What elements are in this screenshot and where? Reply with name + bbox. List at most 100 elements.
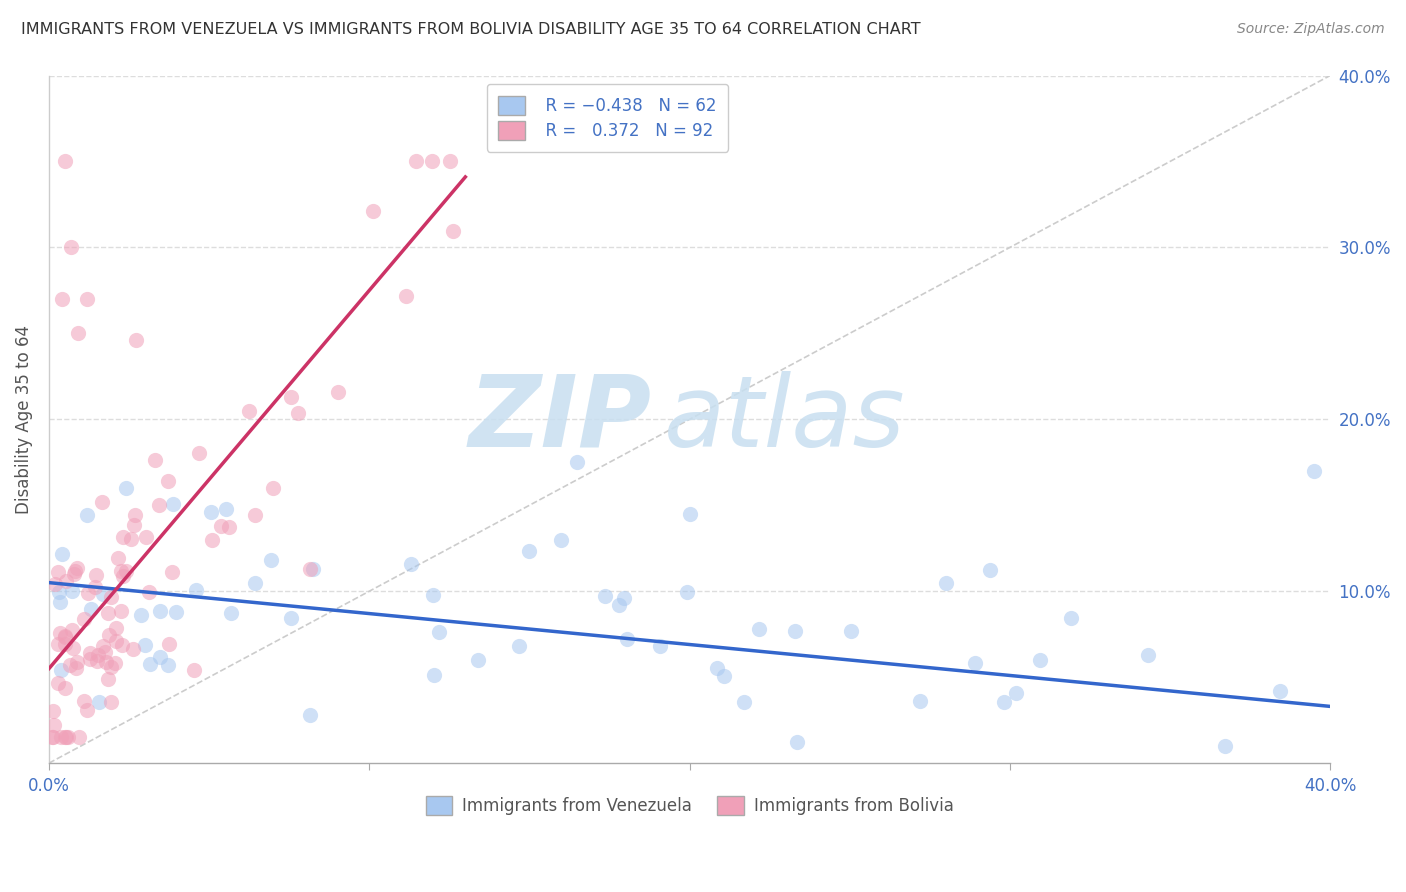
Point — [218, 520, 240, 534]
Point — [143, 452, 166, 467]
Point — [287, 406, 309, 420]
Point — [676, 585, 699, 599]
Point — [46, 637, 69, 651]
Point — [97, 628, 120, 642]
Point — [935, 576, 957, 591]
Point — [298, 562, 321, 576]
Point — [48, 584, 70, 599]
Point — [86, 654, 108, 668]
Point — [149, 649, 172, 664]
Point — [363, 204, 385, 219]
Point — [748, 622, 770, 636]
Point — [405, 154, 427, 169]
Point — [100, 695, 122, 709]
Point — [260, 553, 283, 567]
Point — [62, 641, 84, 656]
Point — [53, 630, 76, 644]
Point — [138, 585, 160, 599]
Point — [41, 731, 63, 745]
Point — [209, 519, 232, 533]
Point — [441, 224, 464, 238]
Point — [91, 495, 114, 509]
Point — [91, 639, 114, 653]
Point — [66, 326, 89, 341]
Point — [66, 655, 89, 669]
Point — [62, 566, 84, 581]
Point — [678, 507, 700, 521]
Point — [134, 639, 156, 653]
Text: atlas: atlas — [664, 371, 905, 467]
Point — [910, 694, 932, 708]
Point — [201, 533, 224, 548]
Point — [94, 645, 117, 659]
Point — [65, 661, 87, 675]
Point — [97, 606, 120, 620]
Text: Source: ZipAtlas.com: Source: ZipAtlas.com — [1237, 22, 1385, 37]
Point — [87, 695, 110, 709]
Point — [42, 718, 65, 732]
Point — [298, 707, 321, 722]
Point — [243, 575, 266, 590]
Point — [53, 681, 76, 696]
Point — [79, 646, 101, 660]
Point — [48, 565, 70, 579]
Point — [105, 621, 128, 635]
Point — [60, 240, 83, 254]
Point — [110, 564, 132, 578]
Point — [131, 607, 153, 622]
Point — [87, 648, 110, 662]
Point — [162, 498, 184, 512]
Point — [157, 637, 180, 651]
Point — [785, 624, 807, 639]
Point — [76, 586, 98, 600]
Point — [124, 518, 146, 533]
Point — [280, 610, 302, 624]
Point — [42, 704, 65, 718]
Point — [66, 560, 89, 574]
Point — [79, 652, 101, 666]
Point — [607, 598, 630, 612]
Point — [165, 605, 187, 619]
Point — [1137, 648, 1160, 662]
Point — [83, 580, 105, 594]
Point — [80, 602, 103, 616]
Point — [215, 502, 238, 516]
Point — [401, 557, 423, 571]
Point — [706, 661, 728, 675]
Point — [993, 696, 1015, 710]
Point — [53, 637, 76, 651]
Point — [49, 663, 72, 677]
Point — [262, 481, 284, 495]
Point — [111, 638, 134, 652]
Point — [67, 731, 90, 745]
Point — [508, 639, 530, 653]
Point — [115, 564, 138, 578]
Point — [60, 623, 83, 637]
Point — [713, 669, 735, 683]
Point — [53, 629, 76, 643]
Point — [139, 657, 162, 672]
Point — [219, 606, 242, 620]
Point — [188, 446, 211, 460]
Point — [44, 577, 66, 591]
Legend: Immigrants from Venezuela, Immigrants from Bolivia: Immigrants from Venezuela, Immigrants fr… — [418, 788, 962, 823]
Point — [427, 625, 450, 640]
Point — [979, 563, 1001, 577]
Point — [124, 508, 146, 522]
Point — [420, 154, 443, 169]
Point — [423, 668, 446, 682]
Point — [114, 481, 136, 495]
Point — [63, 565, 86, 579]
Point — [55, 731, 77, 745]
Y-axis label: Disability Age 35 to 64: Disability Age 35 to 64 — [15, 325, 32, 514]
Point — [122, 641, 145, 656]
Point — [650, 639, 672, 653]
Point — [51, 292, 73, 306]
Point — [76, 703, 98, 717]
Point — [55, 574, 77, 589]
Text: ZIP: ZIP — [468, 371, 651, 467]
Point — [125, 333, 148, 347]
Point — [160, 566, 183, 580]
Point — [593, 589, 616, 603]
Point — [100, 660, 122, 674]
